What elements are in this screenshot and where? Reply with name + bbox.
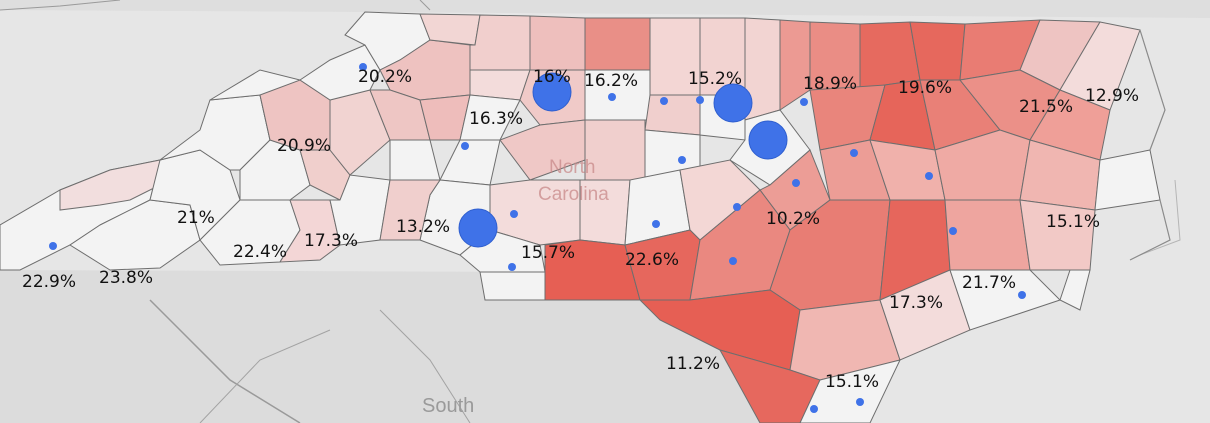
state-label-line2: Carolina: [538, 184, 609, 205]
pct-label-duplin: 17.3%: [889, 293, 943, 313]
marker-alamance[interactable]: [660, 97, 668, 105]
marker-hickory[interactable]: [461, 142, 469, 150]
pct-label-triad-b: 16.2%: [584, 71, 638, 91]
marker-chatham[interactable]: [678, 156, 686, 164]
marker-gastonia[interactable]: [510, 210, 518, 218]
marker-carteret[interactable]: [1018, 291, 1026, 299]
pct-label-union: 15.7%: [521, 243, 575, 263]
pct-label-hendersonville: 17.3%: [304, 231, 358, 251]
pct-label-mountains-b: 21%: [177, 208, 215, 228]
marker-boone[interactable]: [359, 63, 367, 71]
pct-label-brunswick: 15.1%: [825, 372, 879, 392]
pct-label-durham: 15.2%: [688, 69, 742, 89]
marker-triad-east[interactable]: [608, 93, 616, 101]
marker-raleigh[interactable]: [748, 120, 788, 160]
marker-cherokee[interactable]: [49, 242, 57, 250]
pct-label-foothills: 16.3%: [469, 109, 523, 129]
pct-label-wnc-a: 20.2%: [358, 67, 412, 87]
pct-label-asheville: 22.4%: [233, 242, 287, 262]
marker-wilmington-b[interactable]: [856, 398, 864, 406]
sc-county-line-a: [149, 299, 301, 423]
marker-wilmington-a[interactable]: [810, 405, 818, 413]
county-dare[interactable]: [1094, 149, 1161, 211]
sc-county-line-c: [379, 309, 471, 423]
pct-label-northeast-a: 19.6%: [898, 78, 952, 98]
county-craven[interactable]: [1019, 199, 1096, 271]
coast-line-a: [1139, 179, 1181, 256]
sc-county-line-b: [199, 329, 331, 423]
marker-rocky-mount[interactable]: [800, 98, 808, 106]
county-surry[interactable]: [469, 14, 531, 71]
pct-label-sandhills: 22.6%: [625, 250, 679, 270]
county-brunswick[interactable]: [799, 359, 901, 423]
pct-label-triad-a: 16%: [533, 67, 571, 87]
label-layer: 20.2% 16% 16.2% 15.2% 18.9% 19.6% 21.5% 12.9% 16…: [22, 67, 1139, 392]
pct-label-robeson: 11.2%: [666, 354, 720, 374]
south-carolina-area: [0, 270, 800, 423]
pct-label-charlotte: 13.2%: [396, 217, 450, 237]
marker-union[interactable]: [508, 263, 516, 271]
county-lincoln[interactable]: [379, 179, 441, 241]
pct-label-outer-banks-a: 21.5%: [1019, 97, 1073, 117]
state-label-line1: North: [549, 157, 595, 178]
county-layer[interactable]: [0, 11, 1161, 423]
marker-durham-a[interactable]: [696, 96, 704, 104]
outer-banks-shore: [1129, 29, 1171, 261]
pct-label-onslow: 21.7%: [962, 273, 1016, 293]
pct-label-far-west-b: 23.8%: [99, 268, 153, 288]
marker-charlotte[interactable]: [458, 208, 498, 248]
county-duplin[interactable]: [944, 199, 1031, 271]
county-northampton[interactable]: [909, 21, 966, 81]
marker-wilson[interactable]: [850, 149, 858, 157]
neighbor-state-label: South: [422, 395, 474, 417]
pct-label-mountains-a: 20.9%: [277, 136, 331, 156]
county-carteret[interactable]: [1059, 269, 1091, 311]
va-line-a: [0, 0, 121, 11]
pct-label-pamlico: 15.1%: [1046, 212, 1100, 232]
marker-johnston[interactable]: [792, 179, 800, 187]
marker-harnett[interactable]: [733, 203, 741, 211]
virginia-area: [0, 0, 1210, 18]
marker-durham-b[interactable]: [713, 83, 753, 123]
pct-label-far-west-a: 22.9%: [22, 272, 76, 292]
county-alamance[interactable]: [644, 94, 701, 136]
county-rockingham[interactable]: [584, 17, 651, 71]
county-union[interactable]: [479, 271, 546, 301]
marker-greenville[interactable]: [925, 172, 933, 180]
pct-label-outer-banks-b: 12.9%: [1085, 86, 1139, 106]
marker-greensboro[interactable]: [532, 72, 572, 112]
county-swain[interactable]: [59, 159, 171, 211]
marker-moore[interactable]: [729, 257, 737, 265]
marker-lenoir[interactable]: [949, 227, 957, 235]
va-line-b: [419, 0, 431, 11]
pct-label-rocky-mount: 18.9%: [803, 74, 857, 94]
pct-label-fayetteville: 10.2%: [766, 209, 820, 229]
marker-layer[interactable]: [49, 63, 1026, 413]
marker-stanly[interactable]: [652, 220, 660, 228]
